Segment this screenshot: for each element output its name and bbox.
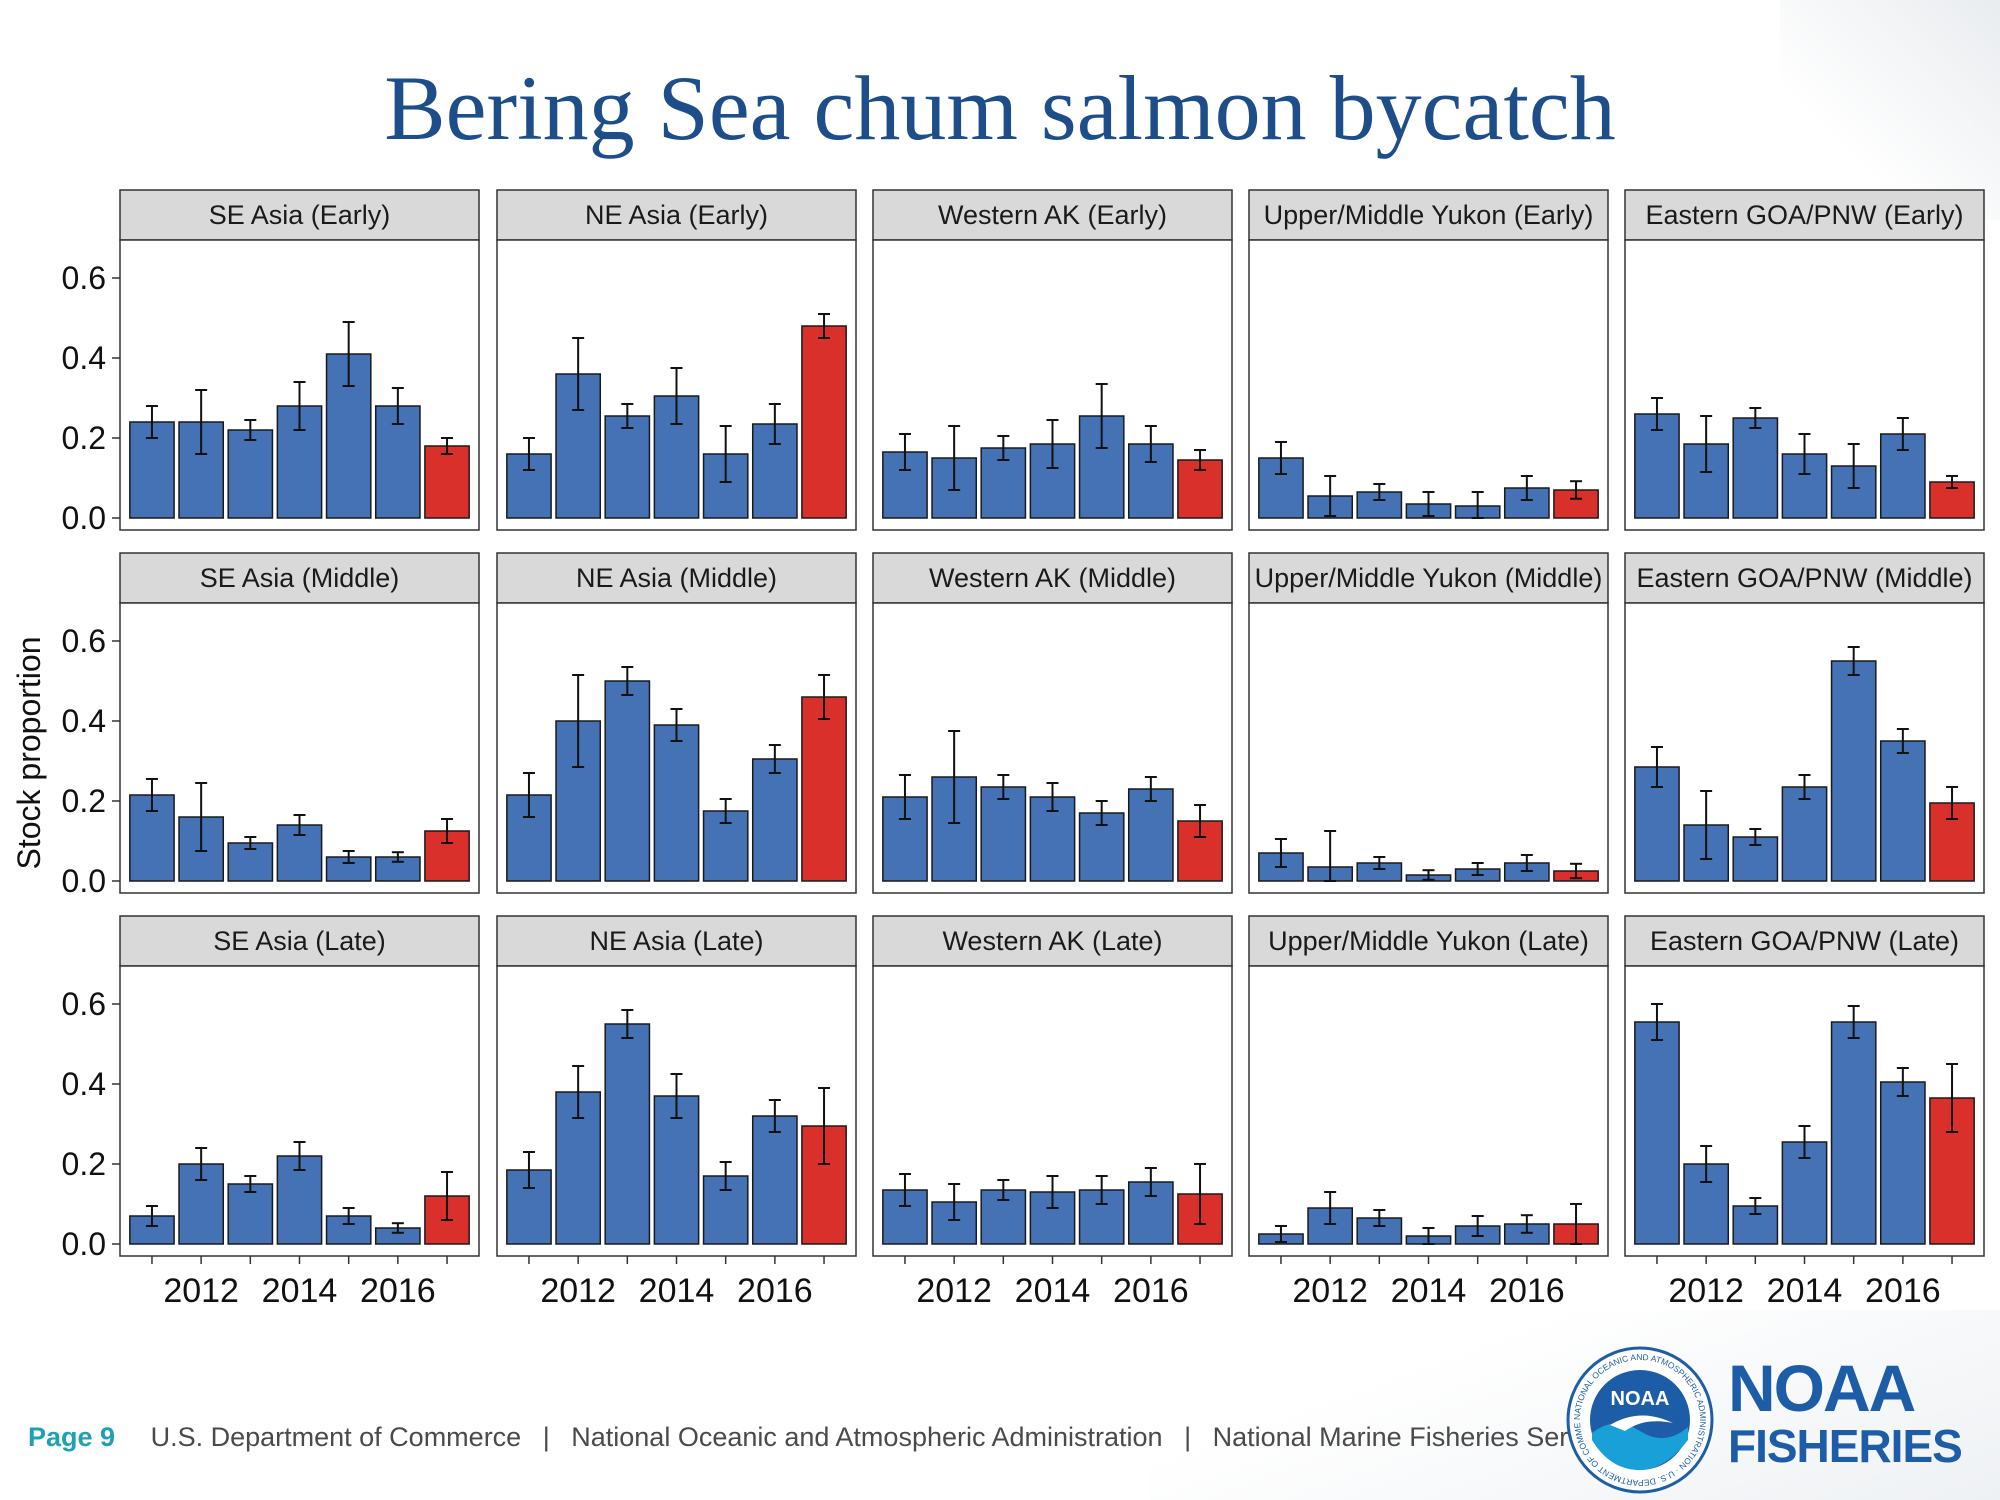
panel-label: Western AK (Early) xyxy=(938,200,1167,230)
x-tick-label: 2014 xyxy=(1391,1272,1467,1310)
panel-strip xyxy=(496,552,857,604)
panel-strip xyxy=(1624,915,1985,967)
y-axis-label: Stock proportion xyxy=(11,636,47,869)
y-tick-label: 0.2 xyxy=(62,783,106,819)
bar xyxy=(801,696,847,882)
logo-badge-text: NOAA xyxy=(1611,1388,1670,1410)
faceted-bar-chart: SE Asia (Early) 0.0 0.2 0.4 0.6 NE Asia (Earl… xyxy=(11,189,1985,1310)
bar xyxy=(604,1023,651,1245)
y-tick-label: 0.4 xyxy=(62,703,106,739)
x-tick-label: 2012 xyxy=(1668,1272,1744,1310)
footer-service: National Marine Fisheries Service xyxy=(1212,1422,1617,1452)
panel-label: Eastern GOA/PNW (Early) xyxy=(1645,200,1963,230)
y-tick-label: 0.6 xyxy=(62,260,106,296)
x-tick-label: 2014 xyxy=(262,1272,338,1310)
y-tick-label: 0.6 xyxy=(62,623,106,659)
panel-label: SE Asia (Early) xyxy=(209,200,391,230)
bar xyxy=(1634,413,1680,519)
panel-strip xyxy=(119,189,480,241)
bar xyxy=(751,1115,798,1245)
footer-dept: U.S. Department of Commerce xyxy=(150,1422,522,1452)
y-tick-label: 0.6 xyxy=(62,986,106,1022)
panel-label: Western AK (Middle) xyxy=(929,563,1176,593)
y-tick-label: 0.0 xyxy=(62,1226,106,1262)
panel-strip xyxy=(872,915,1233,967)
noaa-fisheries-wordmark: NOAA FISHERIES xyxy=(1728,1351,1963,1472)
slide-title: Bering Sea chum salmon bycatch xyxy=(384,57,1616,159)
y-tick-label: 0.4 xyxy=(62,340,106,376)
x-tick-label: 2012 xyxy=(163,1272,239,1310)
footer: Page 9 U.S. Department of Commerce | Nat… xyxy=(28,1422,1616,1453)
bar xyxy=(751,758,798,882)
y-tick-label: 0.2 xyxy=(62,420,106,456)
footer-separator: | xyxy=(1184,1422,1192,1452)
y-tick-label: 0.4 xyxy=(62,1066,106,1102)
panel-strip xyxy=(1248,552,1609,604)
panel-label: Upper/Middle Yukon (Early) xyxy=(1264,200,1594,230)
panel-strip xyxy=(1624,189,1985,241)
bar xyxy=(1029,443,1076,519)
x-tick-label: 2014 xyxy=(639,1272,715,1310)
panel-strip xyxy=(119,552,480,604)
x-tick-label: 2016 xyxy=(1865,1272,1941,1310)
noaa-emblem-icon: NATIONAL OCEANIC AND ATMOSPHERIC ADMINIS… xyxy=(1565,1345,1714,1494)
panel-label: NE Asia (Early) xyxy=(585,200,768,230)
bar xyxy=(1830,660,1877,882)
bar xyxy=(604,415,651,519)
bar xyxy=(801,325,847,519)
bar xyxy=(1830,1021,1877,1245)
x-tick-label: 2012 xyxy=(916,1272,992,1310)
brand-line-1: NOAA xyxy=(1728,1351,1916,1425)
bar xyxy=(227,1183,274,1245)
bar xyxy=(1929,481,1975,519)
panel-strip xyxy=(1624,552,1985,604)
panel-label: NE Asia (Late) xyxy=(589,926,763,956)
panel-frame xyxy=(1248,602,1609,894)
panel-label: NE Asia (Middle) xyxy=(576,563,777,593)
panel-label: Eastern GOA/PNW (Middle) xyxy=(1636,563,1972,593)
y-tick-label: 0.0 xyxy=(62,863,106,899)
y-tick-label: 0.0 xyxy=(62,500,106,536)
bar xyxy=(980,786,1027,882)
x-tick-label: 2016 xyxy=(1489,1272,1565,1310)
x-tick-label: 2014 xyxy=(1015,1272,1091,1310)
bar xyxy=(424,830,470,882)
bar xyxy=(1781,786,1828,882)
bar xyxy=(653,724,700,882)
bar xyxy=(604,680,651,882)
bar xyxy=(1879,1081,1926,1245)
x-tick-label: 2016 xyxy=(737,1272,813,1310)
bar xyxy=(227,429,274,519)
panel-strip xyxy=(872,552,1233,604)
panel-label: Upper/Middle Yukon (Middle) xyxy=(1255,563,1603,593)
x-tick-label: 2014 xyxy=(1767,1272,1843,1310)
x-tick-label: 2012 xyxy=(540,1272,616,1310)
bar xyxy=(1732,417,1779,519)
bar xyxy=(1634,1021,1680,1245)
panel-label: SE Asia (Late) xyxy=(213,926,386,956)
panel-frame xyxy=(1248,965,1609,1257)
panel-strip xyxy=(496,189,857,241)
bar xyxy=(424,445,470,519)
panel-label: Eastern GOA/PNW (Late) xyxy=(1650,926,1959,956)
bar xyxy=(653,1095,700,1245)
panel-frame xyxy=(1248,239,1609,531)
page-number: Page 9 xyxy=(28,1422,116,1452)
footer-agency: National Oceanic and Atmospheric Adminis… xyxy=(571,1422,1163,1452)
footer-separator: | xyxy=(542,1422,550,1452)
panel-strip xyxy=(119,915,480,967)
panel-label: Upper/Middle Yukon (Late) xyxy=(1268,926,1589,956)
y-tick-label: 0.2 xyxy=(62,1146,106,1182)
panel-label: Western AK (Late) xyxy=(942,926,1162,956)
corner-shade xyxy=(1780,0,2000,220)
panel-strip xyxy=(1248,189,1609,241)
x-tick-label: 2012 xyxy=(1292,1272,1368,1310)
bar xyxy=(1879,740,1926,882)
panel-strip xyxy=(872,189,1233,241)
bar xyxy=(1127,788,1174,882)
x-tick-label: 2016 xyxy=(1113,1272,1189,1310)
panel-label: SE Asia (Middle) xyxy=(200,563,400,593)
x-tick-label: 2016 xyxy=(360,1272,436,1310)
brand-line-2: FISHERIES xyxy=(1728,1420,1963,1472)
